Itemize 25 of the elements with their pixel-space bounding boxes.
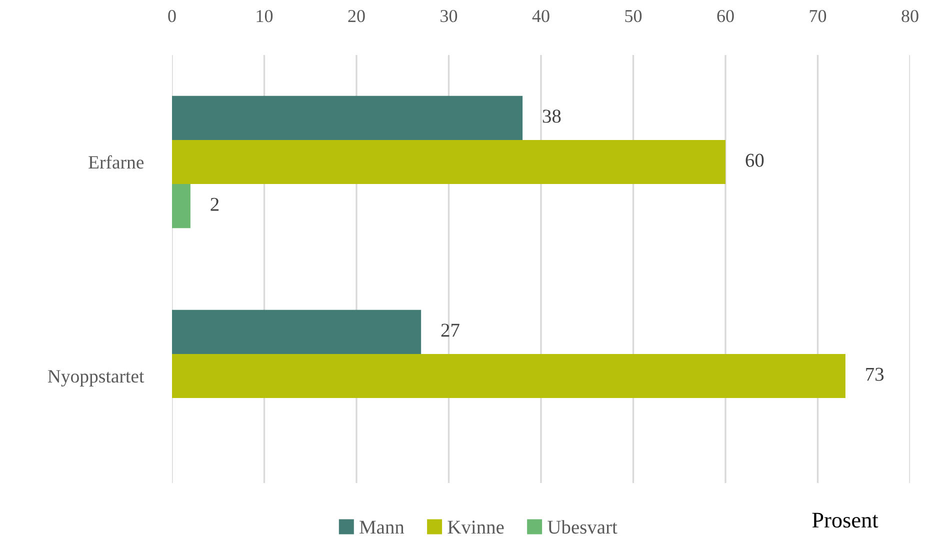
x-tick-label: 40 — [532, 10, 550, 22]
x-tick-label: 70 — [810, 10, 826, 22]
x-tick-label: 50 — [625, 10, 642, 22]
y-tick-label: Erfarne — [88, 155, 144, 169]
bar — [172, 310, 422, 354]
data-label: 60 — [746, 154, 764, 167]
bar — [172, 96, 523, 140]
x-tick-label: 80 — [902, 10, 918, 22]
data-label: 2 — [210, 198, 219, 211]
x-tick-label: 60 — [717, 10, 734, 22]
x-tick-label: 10 — [256, 10, 273, 22]
y-tick-label: Nyoppstartet — [48, 370, 144, 387]
data-label: 27 — [441, 324, 460, 337]
x-tick-label: 30 — [440, 10, 458, 22]
data-label: 38 — [542, 110, 561, 123]
x-axis-title: Prosent — [812, 512, 878, 528]
legend-label: Ubesvart — [548, 520, 618, 534]
legend-label: Mann — [360, 520, 404, 534]
data-label: 73 — [866, 368, 884, 381]
bar — [172, 184, 190, 228]
bar — [172, 354, 846, 398]
bar — [172, 140, 726, 184]
x-tick-label: 0 — [168, 10, 176, 22]
x-tick-label: 20 — [348, 10, 365, 22]
legend-label: Kvinne — [448, 520, 504, 534]
